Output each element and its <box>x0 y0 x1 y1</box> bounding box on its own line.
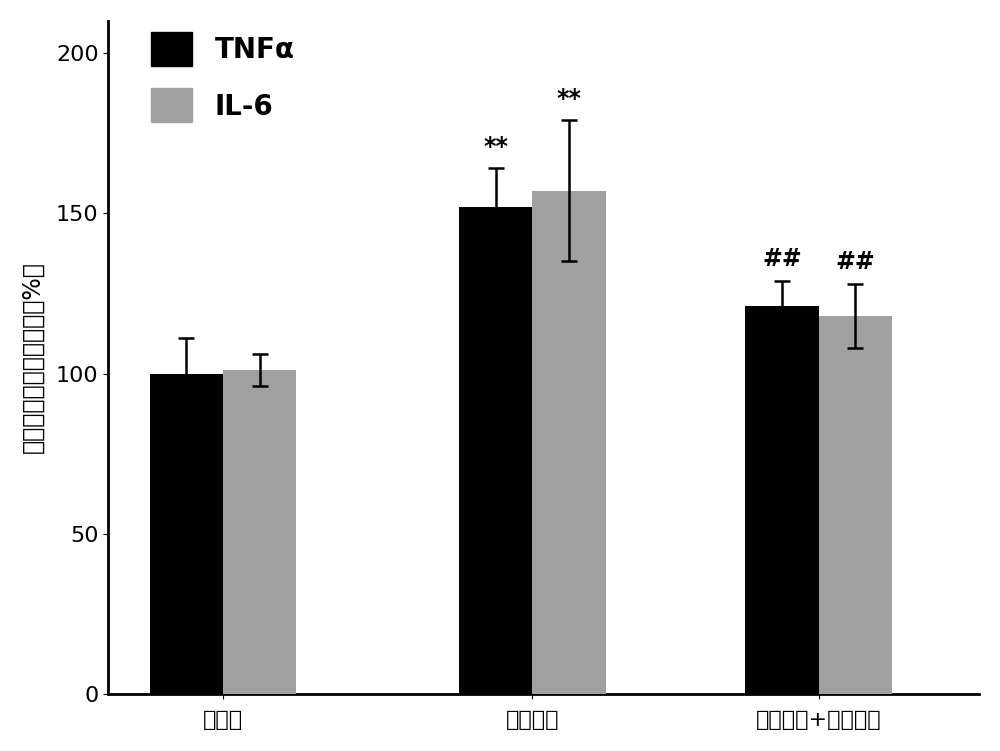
Bar <box>745 306 819 694</box>
Bar <box>150 373 223 694</box>
Bar <box>532 191 606 694</box>
Text: ##: ## <box>836 250 875 274</box>
Bar <box>459 207 532 694</box>
Text: **: ** <box>556 86 581 110</box>
Bar <box>819 316 892 694</box>
Y-axis label: 血清促炎因子相对水平（%）: 血清促炎因子相对水平（%） <box>21 261 45 454</box>
Bar <box>223 370 296 694</box>
Text: ##: ## <box>762 247 802 271</box>
Legend: TNFα, IL-6: TNFα, IL-6 <box>140 21 306 134</box>
Text: **: ** <box>483 134 508 158</box>
